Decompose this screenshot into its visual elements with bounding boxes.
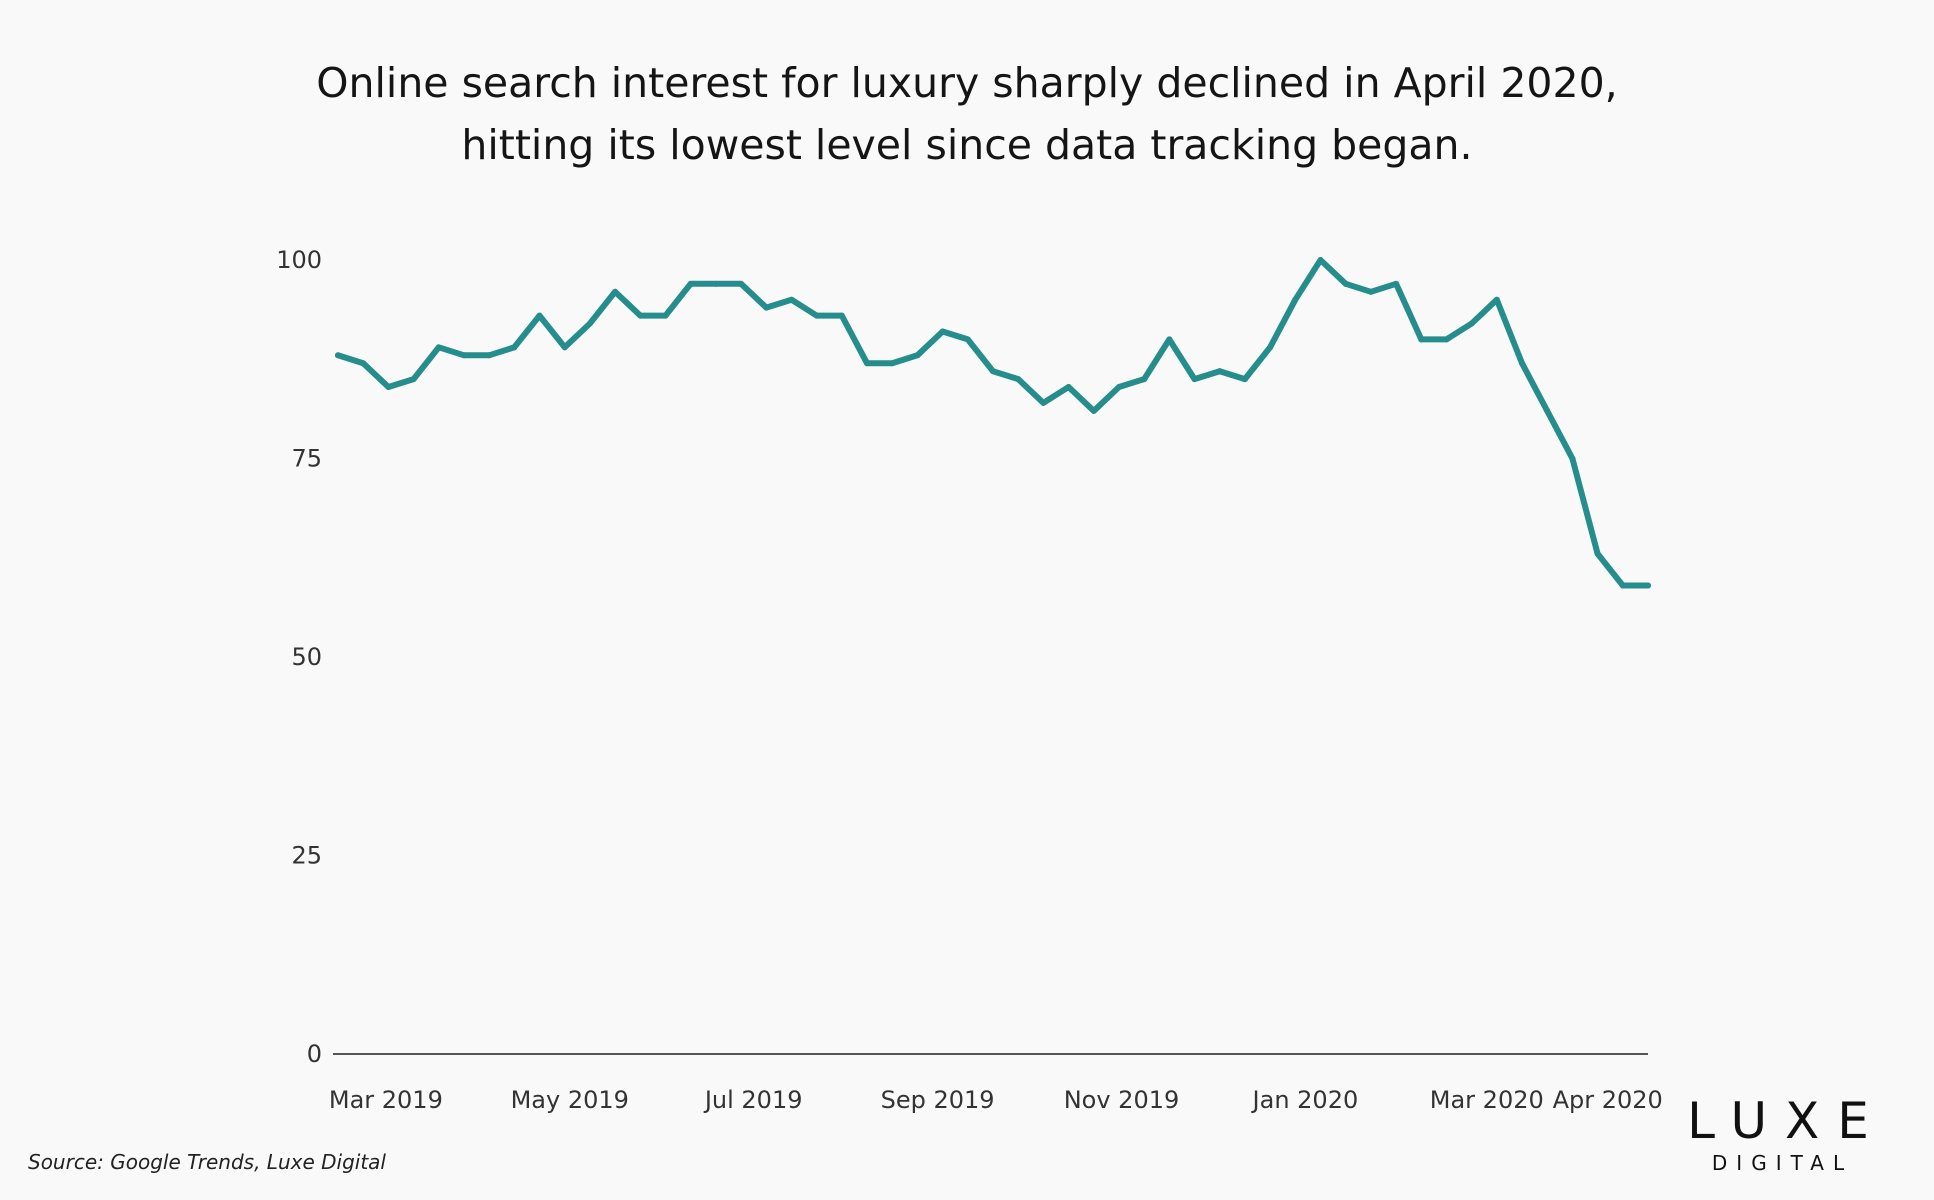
data-point (1090, 407, 1097, 414)
chart-title: Online search interest for luxury sharpl… (0, 52, 1934, 176)
x-tick-label: Jan 2020 (1251, 1086, 1359, 1114)
data-point (1645, 582, 1651, 589)
data-point (763, 304, 770, 311)
data-point (1267, 344, 1274, 351)
y-tick-label: 75 (291, 445, 322, 473)
data-point (586, 320, 593, 327)
data-point (637, 312, 644, 319)
data-point (864, 360, 871, 367)
data-point (1443, 336, 1450, 343)
data-point (1317, 257, 1324, 263)
data-point (1367, 288, 1374, 295)
data-point (1569, 455, 1576, 462)
data-point (990, 368, 996, 375)
series-line (335, 257, 1651, 589)
source-note: Source: Google Trends, Luxe Digital (28, 1150, 386, 1174)
data-point (813, 312, 820, 319)
y-tick-label: 100 (276, 246, 322, 274)
data-point (1519, 360, 1526, 367)
data-point (1241, 376, 1248, 383)
x-tick-label: Sep 2019 (881, 1086, 995, 1114)
data-point (561, 344, 568, 351)
data-point (1594, 550, 1601, 557)
data-point (385, 384, 392, 391)
y-tick-label: 0 (307, 1040, 322, 1068)
data-point (612, 288, 619, 295)
data-point (889, 360, 896, 367)
y-tick-label: 25 (291, 842, 322, 870)
x-tick-label: Mar 2020 (1430, 1086, 1544, 1114)
data-point (1166, 336, 1173, 343)
data-point (1216, 368, 1223, 375)
data-point (335, 352, 341, 359)
data-point (511, 344, 518, 351)
logo-subtitle: DIGITAL (1711, 1151, 1854, 1175)
data-point (486, 352, 493, 359)
data-point (1418, 336, 1425, 343)
data-point (360, 360, 367, 367)
data-point (435, 344, 442, 351)
data-point (1493, 296, 1500, 303)
data-point (687, 280, 694, 287)
data-point (1292, 296, 1299, 303)
logo-wordmark: LUXE (1687, 1092, 1887, 1150)
x-tick-label: Jul 2019 (703, 1086, 803, 1114)
data-point (838, 312, 845, 319)
data-point (1544, 407, 1551, 414)
x-axis-ticks: Mar 2019 May 2019 Jul 2019 Sep 2019 Nov 2019… (329, 1086, 1663, 1114)
y-tick-label: 50 (291, 643, 322, 671)
data-point (536, 312, 543, 319)
data-point (662, 312, 669, 319)
data-point (939, 328, 946, 335)
data-point (1468, 320, 1475, 327)
data-point (1342, 280, 1349, 287)
x-tick-label: Mar 2019 (329, 1086, 443, 1114)
x-tick-label: Nov 2019 (1064, 1086, 1180, 1114)
data-points (335, 257, 1651, 589)
chart-title-line-1: Online search interest for luxury sharpl… (316, 59, 1618, 107)
data-point (1393, 280, 1400, 287)
data-point (788, 296, 795, 303)
data-point (1065, 384, 1072, 391)
data-point (914, 352, 921, 359)
y-axis-ticks: 0 25 50 75 100 (276, 246, 322, 1068)
data-point (1619, 582, 1626, 589)
data-point (738, 280, 745, 287)
chart-title-line-2: hitting its lowest level since data trac… (461, 121, 1473, 169)
data-point (1115, 384, 1122, 391)
data-point (1015, 376, 1022, 383)
x-tick-label: Apr 2020 (1553, 1086, 1663, 1114)
data-point (964, 336, 971, 343)
data-point (1040, 399, 1047, 406)
data-point (712, 280, 719, 287)
data-point (1191, 376, 1198, 383)
x-tick-label: May 2019 (511, 1086, 629, 1114)
data-point (410, 376, 417, 383)
data-point (1141, 376, 1148, 383)
brand-logo: LUXE DIGITAL (1658, 1093, 1898, 1175)
data-point (460, 352, 467, 359)
